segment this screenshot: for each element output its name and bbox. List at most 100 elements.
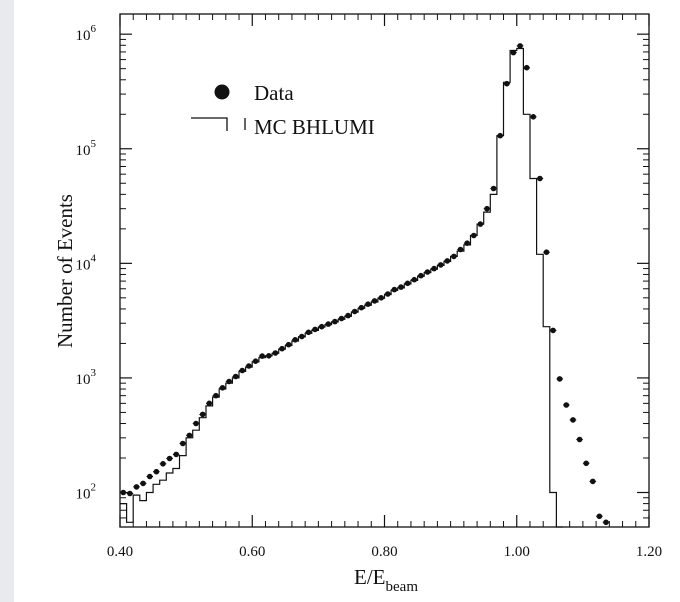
data-point [556, 376, 563, 382]
x-axis-title-subscript: beam [386, 579, 419, 595]
data-point [279, 345, 285, 352]
data-point [437, 262, 444, 268]
data-point [345, 312, 351, 319]
data-point [213, 392, 219, 399]
data-point [338, 315, 345, 322]
data-point [259, 353, 265, 359]
data-point [305, 329, 312, 336]
data-point [490, 185, 497, 192]
data-point [140, 480, 146, 487]
data-point [583, 460, 589, 467]
data-point [166, 455, 173, 462]
data-point [537, 175, 543, 182]
data-point [570, 417, 576, 423]
data-point [365, 301, 371, 308]
legend-mc-label: MC BHLUMI [254, 115, 375, 139]
x-tick-label: 1.20 [636, 544, 662, 560]
y-tick-label: 102 [76, 482, 97, 503]
minor-ticks [120, 14, 649, 528]
data-point [266, 353, 272, 359]
data-point [292, 337, 299, 343]
y-tick-label: 105 [76, 138, 97, 159]
data-point [246, 363, 252, 369]
legend-data-marker [214, 84, 230, 100]
data-point [160, 461, 166, 467]
data-point [523, 64, 530, 71]
data-point [285, 341, 292, 348]
data-point [411, 276, 418, 283]
data-points [120, 43, 610, 526]
data-point [232, 373, 239, 380]
data-point [464, 240, 471, 246]
data-point [272, 350, 279, 356]
data-point [563, 402, 570, 408]
x-tick-label: 0.40 [107, 544, 133, 560]
y-tick-label: 104 [76, 252, 97, 273]
data-point [325, 321, 332, 327]
data-point [332, 318, 338, 325]
data-point [173, 451, 179, 458]
data-point [312, 326, 318, 333]
data-point [153, 468, 160, 475]
data-point [497, 132, 504, 139]
data-point [226, 378, 232, 385]
y-axis-ticks: 102 103 104 105 106 [76, 23, 649, 503]
data-point [504, 80, 510, 87]
data-point [147, 473, 153, 480]
legend-mc-marker [191, 117, 246, 131]
data-point [477, 221, 484, 227]
data-point [424, 269, 431, 275]
data-point [351, 308, 358, 315]
data-point [186, 432, 193, 439]
data-point [252, 358, 259, 365]
data-point [385, 291, 391, 297]
data-point [398, 284, 404, 290]
data-point [206, 400, 213, 407]
plot-area-border [119, 13, 650, 528]
data-point [510, 49, 517, 56]
data-point [199, 411, 206, 418]
legend-data-label: Data [254, 81, 294, 105]
data-point [318, 323, 325, 330]
data-point [404, 280, 411, 287]
data-point [603, 519, 609, 526]
data-point [596, 513, 603, 520]
y-tick-label: 106 [76, 23, 97, 44]
x-axis-ticks: 0.40 0.60 0.80 1.00 1.20 [107, 14, 662, 560]
data-point [543, 249, 550, 255]
x-tick-label: 1.00 [504, 544, 530, 560]
data-point [471, 232, 477, 239]
data-point [378, 295, 385, 301]
data-point [133, 484, 140, 490]
data-point [391, 286, 398, 293]
data-point [451, 253, 457, 260]
legend: Data MC BHLUMI [191, 81, 375, 139]
data-point [590, 478, 596, 485]
data-point [180, 440, 186, 447]
data-point [457, 246, 464, 253]
data-point [484, 205, 490, 212]
y-axis-title: Number of Events [53, 194, 77, 348]
x-axis-title-main: E/E [354, 565, 386, 589]
data-point [239, 367, 246, 374]
x-tick-label: 0.60 [239, 544, 265, 560]
y-tick-label: 103 [76, 367, 97, 388]
data-point [219, 385, 226, 391]
data-point [127, 490, 133, 497]
data-point [550, 327, 556, 334]
data-point [193, 420, 199, 427]
figure-frame: 0.40 0.60 0.80 1.00 1.20 102 103 104 105 106 Dat… [14, 0, 680, 602]
data-point [530, 114, 537, 120]
data-point [576, 436, 583, 443]
data-point [418, 272, 424, 279]
data-point [299, 333, 305, 340]
x-axis-title: E/Ebeam [354, 565, 418, 595]
x-tick-label: 0.80 [371, 544, 397, 560]
data-point [358, 304, 365, 311]
data-point [120, 489, 127, 496]
data-point [517, 43, 523, 49]
data-point [431, 265, 437, 272]
data-point [371, 298, 378, 304]
spectrum-plot: 0.40 0.60 0.80 1.00 1.20 102 103 104 105 106 Dat… [53, 13, 662, 595]
data-point [444, 258, 451, 264]
